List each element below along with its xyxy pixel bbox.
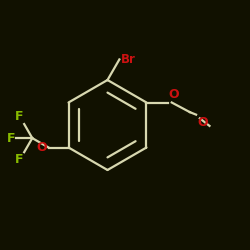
Text: O: O: [37, 141, 47, 154]
Text: F: F: [7, 132, 15, 144]
Text: Br: Br: [121, 53, 136, 66]
Text: O: O: [197, 116, 208, 129]
Text: O: O: [168, 88, 179, 101]
Text: F: F: [15, 110, 24, 123]
Text: F: F: [15, 154, 24, 166]
